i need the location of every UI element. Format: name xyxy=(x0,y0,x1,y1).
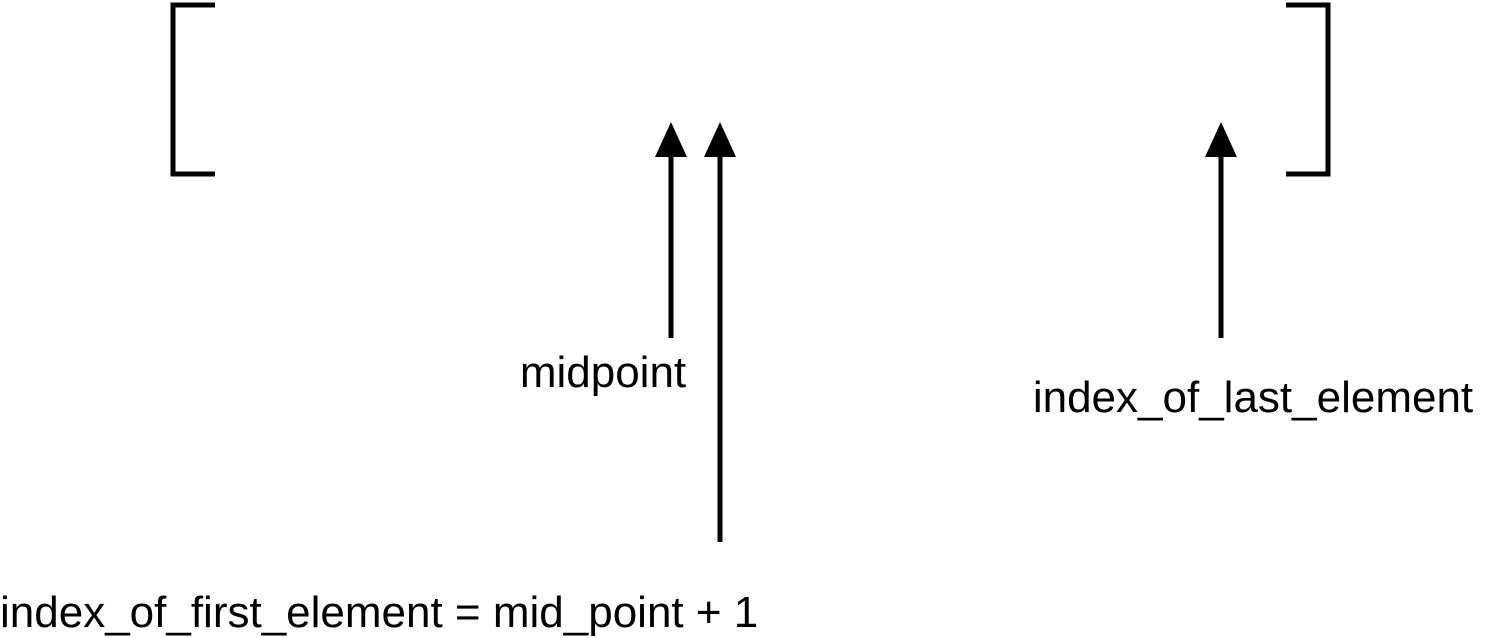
last-index-label: index_of_last_element xyxy=(1033,373,1473,422)
midpoint-label: midpoint xyxy=(520,348,686,397)
last-index-arrow xyxy=(1205,122,1237,338)
first-index-arrow xyxy=(704,122,736,542)
right-bracket xyxy=(1286,2,1331,177)
first-index-label: index_of_first_element = mid_point + 1 xyxy=(0,588,758,637)
midpoint-arrow xyxy=(655,122,687,338)
left-bracket xyxy=(170,2,215,177)
